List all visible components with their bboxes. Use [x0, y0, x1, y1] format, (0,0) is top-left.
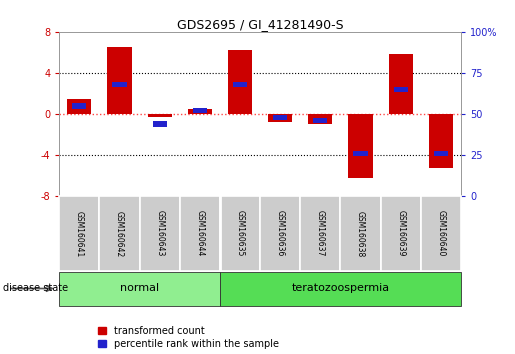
Bar — [429, 114, 453, 168]
Text: GSM160643: GSM160643 — [155, 210, 164, 257]
Bar — [393, 87, 408, 92]
Bar — [67, 99, 91, 114]
Bar — [434, 151, 448, 156]
Bar — [72, 103, 87, 109]
Bar — [381, 196, 421, 271]
Text: GSM160638: GSM160638 — [356, 211, 365, 257]
Bar — [220, 196, 260, 271]
Text: GSM160636: GSM160636 — [276, 210, 285, 257]
Bar — [140, 196, 180, 271]
Text: GSM160644: GSM160644 — [195, 210, 204, 257]
Text: GSM160640: GSM160640 — [436, 210, 445, 257]
Bar — [421, 196, 461, 271]
Bar — [233, 82, 247, 87]
Legend: transformed count, percentile rank within the sample: transformed count, percentile rank withi… — [97, 326, 279, 349]
Bar — [353, 151, 368, 156]
Text: normal: normal — [120, 283, 159, 293]
Bar — [180, 196, 220, 271]
Bar — [188, 109, 212, 114]
Text: teratozoospermia: teratozoospermia — [291, 283, 389, 293]
Bar — [273, 115, 287, 120]
Bar — [308, 114, 332, 125]
Bar — [389, 55, 413, 114]
Bar — [99, 196, 140, 271]
Text: GSM160639: GSM160639 — [396, 210, 405, 257]
Bar — [268, 114, 292, 122]
Bar — [193, 108, 207, 113]
Bar — [349, 114, 372, 178]
Bar — [260, 196, 300, 271]
Title: GDS2695 / GI_41281490-S: GDS2695 / GI_41281490-S — [177, 18, 344, 31]
Bar — [59, 196, 99, 271]
Bar — [152, 121, 167, 127]
Bar — [148, 114, 171, 117]
Text: GSM160641: GSM160641 — [75, 211, 84, 257]
Text: GSM160635: GSM160635 — [235, 210, 245, 257]
Bar — [228, 50, 252, 114]
Bar — [313, 118, 328, 123]
Text: disease state: disease state — [3, 283, 67, 293]
Bar — [108, 47, 131, 114]
Text: GSM160637: GSM160637 — [316, 210, 325, 257]
Bar — [220, 272, 461, 306]
Bar — [112, 82, 127, 87]
Bar — [300, 196, 340, 271]
Bar — [340, 196, 381, 271]
Text: GSM160642: GSM160642 — [115, 211, 124, 257]
Bar — [59, 272, 220, 306]
